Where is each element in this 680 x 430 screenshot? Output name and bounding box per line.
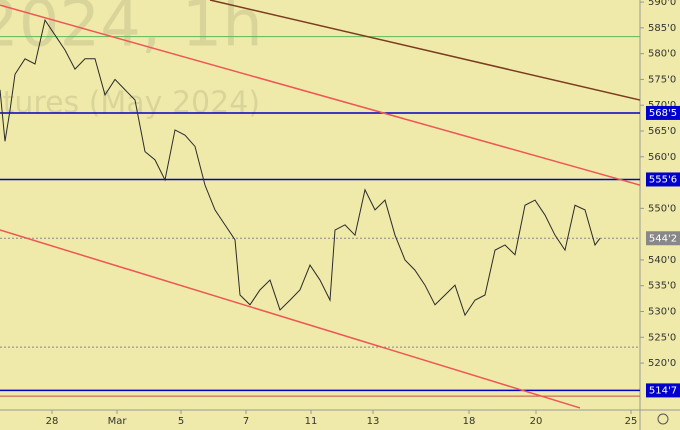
y-tick-label: 570'0 <box>648 100 676 111</box>
x-tick-label: 7 <box>243 416 249 427</box>
trend-line <box>0 4 641 186</box>
y-tick-label: 525'0 <box>648 332 676 343</box>
x-tick-label: Mar <box>108 416 128 427</box>
level-label-box <box>646 105 680 120</box>
y-tick-label: 590'0 <box>648 0 676 8</box>
level-label: 514'7 <box>649 385 677 396</box>
x-tick-label: 11 <box>305 416 318 427</box>
settings-icon[interactable] <box>657 413 669 425</box>
y-tick-label: 540'0 <box>648 255 676 266</box>
level-label-box <box>646 231 680 246</box>
watermark-subtitle: Futures (May 2024) <box>0 86 260 121</box>
level-label: 555'6 <box>649 174 677 185</box>
y-tick-label: 535'0 <box>648 281 676 292</box>
x-tick-label: 25 <box>625 416 638 427</box>
level-label: 568'5 <box>649 108 677 119</box>
y-tick-label: 560'0 <box>648 152 676 163</box>
trend-line <box>0 229 581 409</box>
y-tick-label: 565'0 <box>648 126 676 137</box>
watermark-title: 2024, 1h <box>0 0 263 62</box>
price-line <box>0 18 601 317</box>
y-tick-label: 550'0 <box>648 203 676 214</box>
x-tick-label: 13 <box>367 416 380 427</box>
level-label-box <box>646 383 680 398</box>
x-tick-label: 5 <box>178 416 184 427</box>
x-tick-label: 18 <box>463 416 476 427</box>
trend-line <box>209 0 641 101</box>
y-tick-label: 530'0 <box>648 306 676 317</box>
x-tick-label: 28 <box>46 416 59 427</box>
level-label: 544'2 <box>649 233 677 244</box>
level-label-box <box>646 172 680 187</box>
y-tick-label: 585'0 <box>648 23 676 34</box>
y-tick-label: 520'0 <box>648 358 676 369</box>
x-tick-label: 20 <box>530 416 543 427</box>
y-tick-label: 575'0 <box>648 74 676 85</box>
y-tick-label: 580'0 <box>648 49 676 60</box>
